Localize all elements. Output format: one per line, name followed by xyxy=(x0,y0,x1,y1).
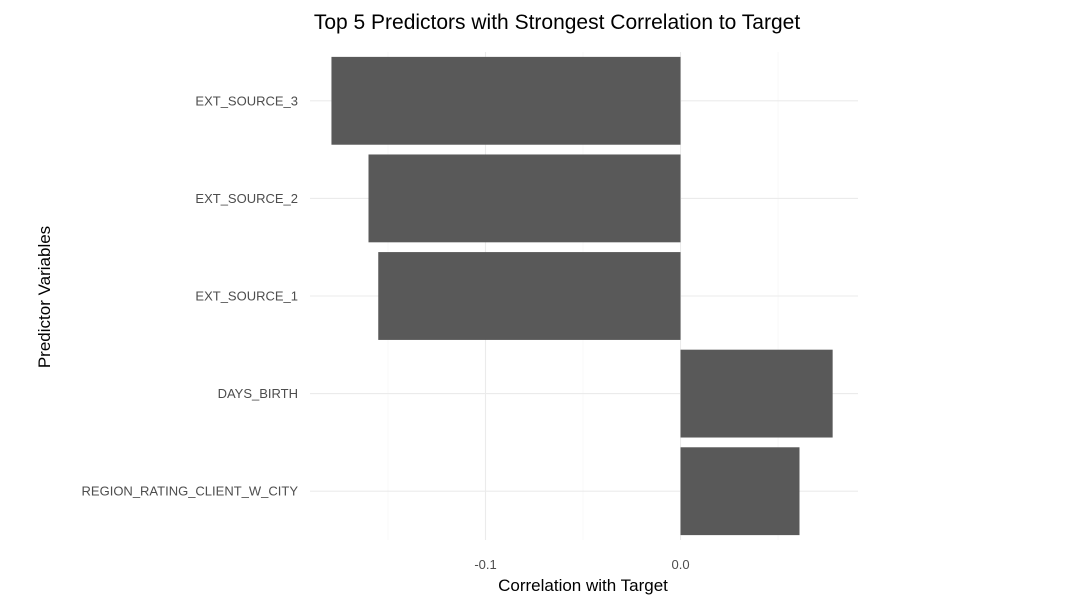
y-axis-tick-labels: EXT_SOURCE_3 EXT_SOURCE_2 EXT_SOURCE_1 DAYS… xyxy=(82,93,299,498)
bar-ext-source-1 xyxy=(378,252,681,340)
bar-days-birth xyxy=(680,349,833,438)
bar-region-rating-client-w-city xyxy=(680,447,800,536)
chart-title: Top 5 Predictors with Strongest Correlat… xyxy=(314,11,801,34)
x-tick-label: -0.1 xyxy=(474,557,496,572)
x-axis-tick-labels: -0.1 0.0 xyxy=(474,557,689,572)
bar-ext-source-2 xyxy=(368,154,681,243)
y-tick-label: EXT_SOURCE_3 xyxy=(195,93,298,108)
y-tick-label: EXT_SOURCE_2 xyxy=(195,191,298,206)
y-tick-label: DAYS_BIRTH xyxy=(218,386,298,401)
bars xyxy=(331,56,833,536)
y-axis-title: Predictor Variables xyxy=(35,226,54,368)
x-tick-label: 0.0 xyxy=(671,557,689,572)
x-axis-title: Correlation with Target xyxy=(498,576,668,595)
bar-ext-source-3 xyxy=(331,56,681,145)
y-tick-label: EXT_SOURCE_1 xyxy=(195,289,298,304)
y-tick-label: REGION_RATING_CLIENT_W_CITY xyxy=(82,484,299,499)
